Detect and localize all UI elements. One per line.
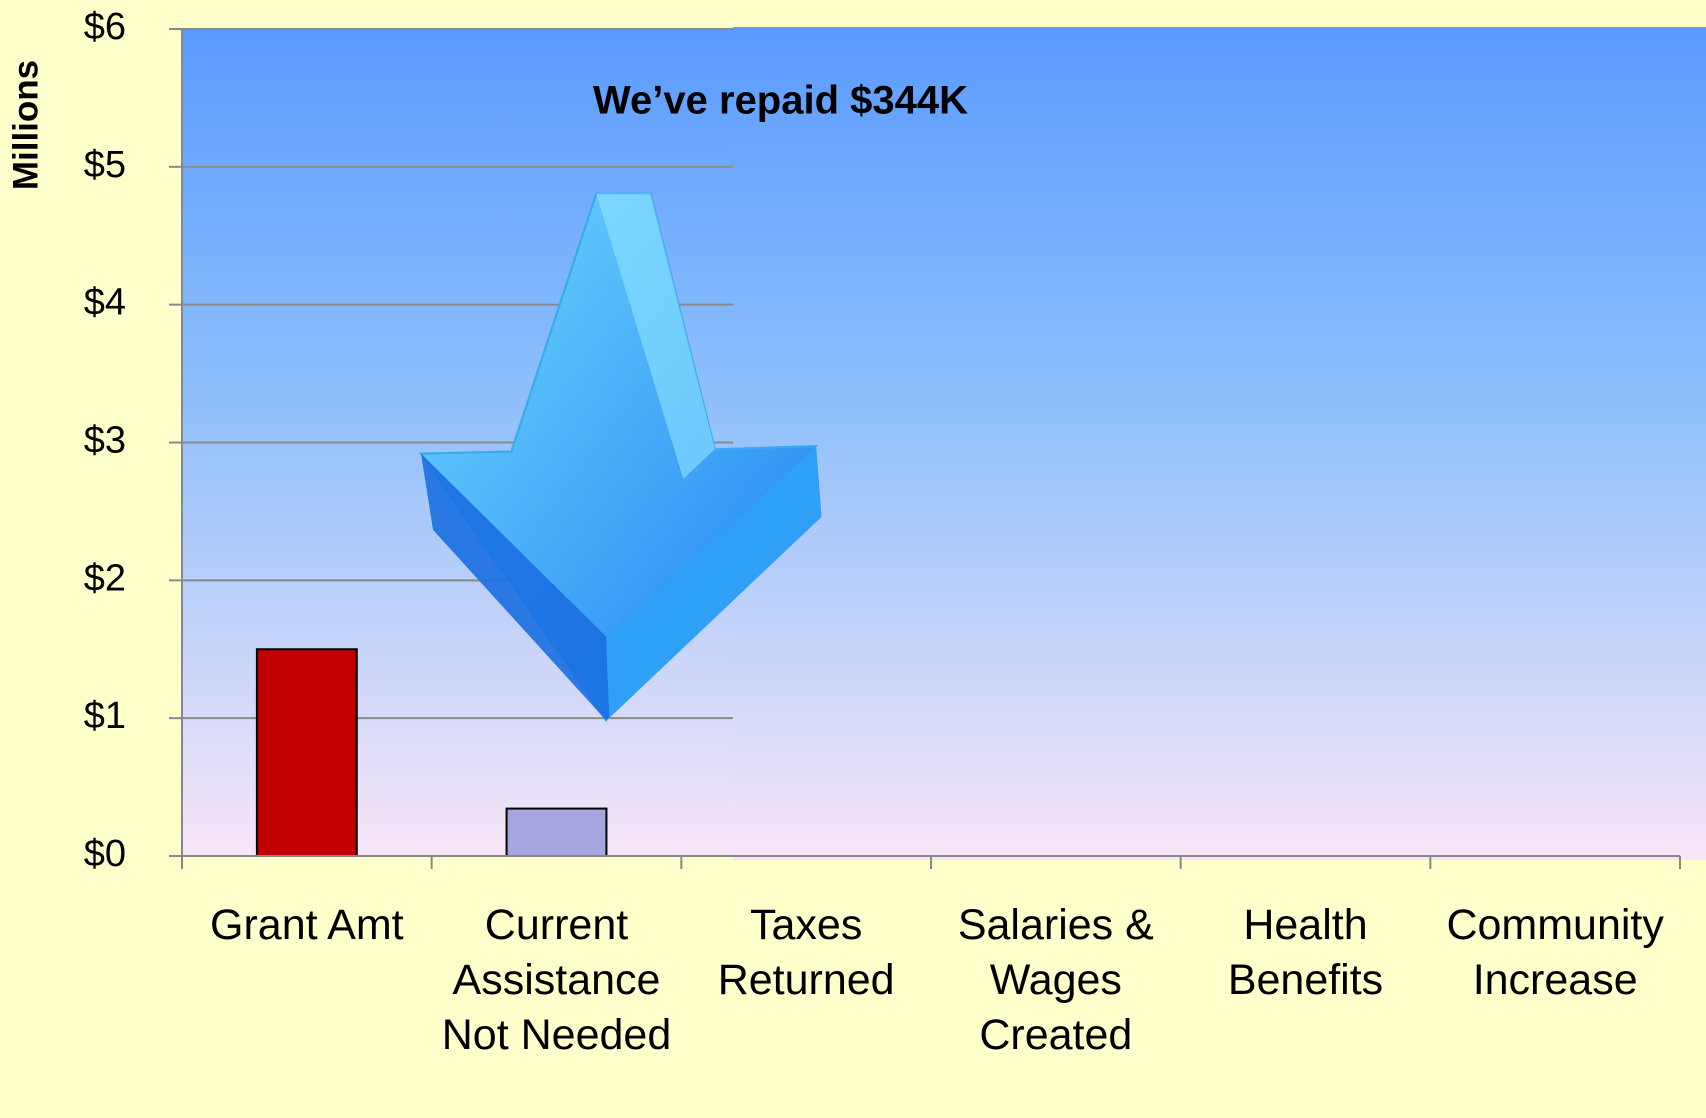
y-tick-label: $5 xyxy=(84,144,126,186)
x-tick-label: Taxes Returned xyxy=(717,901,895,1004)
annotation: We’ve repaid $344K xyxy=(593,79,968,123)
overlay-panel xyxy=(733,27,1706,860)
arrow xyxy=(419,192,822,723)
bar xyxy=(255,648,358,857)
x-tick-label: Community Increase xyxy=(1446,901,1664,1004)
x-tick-label: Salaries & Wages Created xyxy=(957,901,1154,1059)
y-tick-label: $4 xyxy=(84,282,126,324)
x-tick-label: Grant Amt xyxy=(210,901,404,949)
y-tick-label: $1 xyxy=(84,695,126,737)
x-tick-label: Health Benefits xyxy=(1227,901,1384,1004)
y-tick-label: $6 xyxy=(84,6,126,48)
y-tick-label: $0 xyxy=(84,833,126,875)
y-tick-label: $3 xyxy=(84,420,126,462)
x-tick-label: Current Assistance Not Needed xyxy=(441,901,672,1059)
y-tick-label: $2 xyxy=(84,557,126,599)
bar xyxy=(505,807,608,857)
y-axis-label: Millions xyxy=(6,60,45,190)
